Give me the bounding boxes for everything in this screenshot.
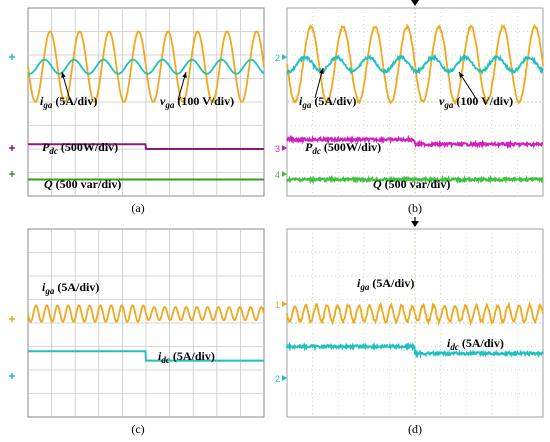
- series-2-trace: [286, 53, 544, 76]
- series-2-trace: [27, 58, 265, 75]
- channel-pointer-icon: [282, 301, 287, 307]
- series-4-trace: [286, 174, 544, 185]
- caption-c: (c): [131, 422, 145, 436]
- trace-label-2: idc (5A/div): [447, 336, 504, 352]
- pointer-arrow-2: [458, 71, 478, 101]
- trace-label-3: Pdc (500W/div): [305, 140, 381, 156]
- trigger-marker-icon: [411, 0, 419, 6]
- pointer-arrowhead-icon: [319, 68, 324, 74]
- pointer-arrowhead-icon: [182, 72, 187, 78]
- channel-number-1: 1: [275, 300, 280, 310]
- trace-label-2: idc (5A/div): [158, 349, 215, 365]
- panel-d: iga (5A/div) idc (5A/div) 1 2 (d): [275, 217, 550, 442]
- panel-a: iga (5A/div) vga (100 V/div) Pdc (500W/div…: [0, 0, 275, 221]
- channel-number-2: 2: [275, 53, 280, 63]
- trace-label-1: iga (5A/div): [357, 276, 414, 292]
- channel-pointer-icon: [282, 145, 287, 151]
- panel-b: iga (5A/div) vga (100 V/div) Pdc (500W/div…: [275, 0, 550, 221]
- trace-label-1: iga (5A/div): [42, 280, 99, 296]
- pointer-arrowhead-icon: [459, 72, 464, 78]
- series-2-trace: [28, 350, 264, 362]
- channel-number-3: 3: [275, 144, 280, 154]
- caption-d: (d): [408, 422, 422, 436]
- scope-plot-a: iga (5A/div) vga (100 V/div) Pdc (500W/div…: [9, 7, 265, 197]
- series-1-trace: [27, 30, 265, 103]
- trace-label-2: vga (100 V/div): [439, 94, 513, 110]
- scope-plot-d: iga (5A/div) idc (5A/div) 1 2: [275, 217, 544, 418]
- series-3-trace: [28, 143, 264, 150]
- scope-plot-c: iga (5A/div) idc (5A/div): [9, 228, 265, 418]
- series-2-trace: [286, 341, 544, 359]
- caption-b: (b): [408, 201, 422, 215]
- channel-number-2: 2: [275, 374, 280, 384]
- scope-plot-b: iga (5A/div) vga (100 V/div) Pdc (500W/div…: [275, 0, 544, 197]
- pointer-arrowhead-icon: [61, 72, 66, 78]
- trace-label-1: iga (5A/div): [40, 94, 97, 110]
- channel-pointer-icon: [282, 171, 287, 177]
- trace-label-2: vga (100 V/div): [160, 94, 234, 110]
- series-1-trace: [286, 301, 544, 327]
- series-1-trace: [286, 23, 544, 106]
- trigger-marker-icon: [411, 221, 419, 227]
- trace-label-1: iga (5A/div): [299, 94, 356, 110]
- channel-pointer-icon: [282, 54, 287, 60]
- trace-label-3: Pdc (500W/div): [42, 140, 118, 156]
- panel-c: iga (5A/div) idc (5A/div) (c): [0, 221, 275, 442]
- caption-a: (a): [131, 201, 145, 215]
- trace-label-4: Q (500 var/div): [44, 177, 121, 191]
- series-1-trace: [27, 304, 265, 323]
- trace-label-4: Q (500 var/div): [373, 177, 450, 191]
- series-3-trace: [286, 134, 544, 150]
- channel-number-4: 4: [275, 170, 280, 180]
- channel-pointer-icon: [282, 375, 287, 381]
